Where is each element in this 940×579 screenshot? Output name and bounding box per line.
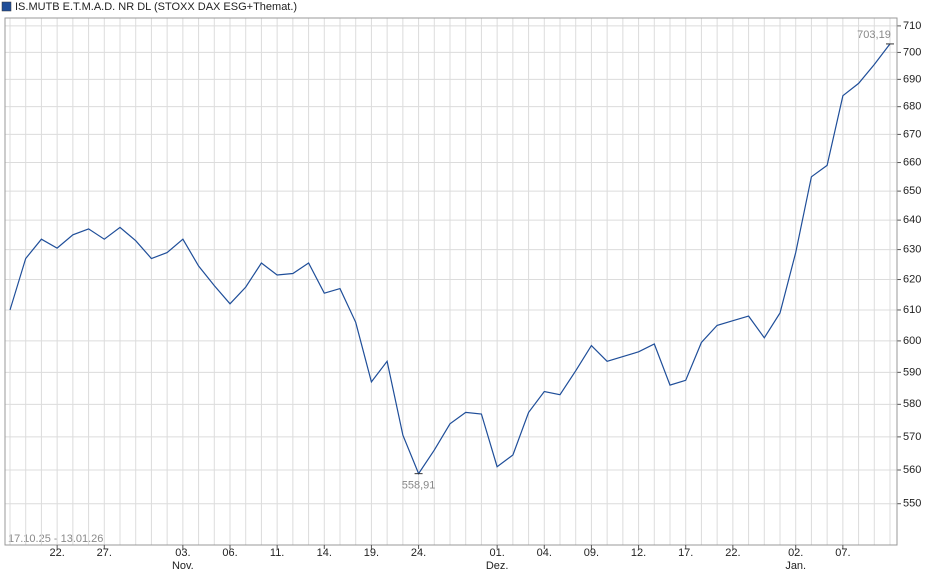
x-tick-label: 19. xyxy=(364,547,379,559)
y-tick-label: 700 xyxy=(903,46,921,58)
y-tick-label: 550 xyxy=(903,498,921,510)
x-tick-label: 22. xyxy=(725,547,740,559)
x-tick-label: 24. xyxy=(411,547,426,559)
x-tick-label: 12. xyxy=(631,547,646,559)
legend-swatch xyxy=(1,1,12,12)
y-tick-label: 600 xyxy=(903,335,921,347)
y-tick-label: 660 xyxy=(903,156,921,168)
x-tick-label: 17. xyxy=(678,547,693,559)
x-tick-label: 02. xyxy=(788,547,803,559)
y-tick-label: 710 xyxy=(903,20,921,32)
y-tick-label: 650 xyxy=(903,185,921,197)
value-label: 558,91 xyxy=(402,480,436,492)
x-tick-label: 09. xyxy=(584,547,599,559)
y-tick-label: 670 xyxy=(903,128,921,140)
price-line xyxy=(9,43,891,475)
x-month-label: Jan. xyxy=(785,560,806,572)
x-month-label: Nov. xyxy=(172,560,194,572)
y-tick-label: 570 xyxy=(903,431,921,443)
x-tick-label: 07. xyxy=(835,547,850,559)
y-tick-label: 630 xyxy=(903,244,921,256)
y-tick-label: 640 xyxy=(903,214,921,226)
y-tick-label: 620 xyxy=(903,273,921,285)
y-tick-label: 560 xyxy=(903,464,921,476)
y-tick-label: 610 xyxy=(903,304,921,316)
y-tick-label: 690 xyxy=(903,73,921,85)
x-tick-label: 03. xyxy=(175,547,190,559)
y-tick-label: 590 xyxy=(903,366,921,378)
x-tick-label: 22. xyxy=(49,547,64,559)
x-tick-label: 14. xyxy=(317,547,332,559)
x-tick-label: 27. xyxy=(97,547,112,559)
x-tick-label: 11. xyxy=(270,547,284,559)
period-label: 17.10.25 - 13.01.26 xyxy=(8,533,103,545)
chart-title: IS.MUTB E.T.M.A.D. NR DL (STOXX DAX ESG+… xyxy=(15,1,297,13)
x-month-label: Dez. xyxy=(486,560,509,572)
value-label: 703,19 xyxy=(857,29,891,41)
x-tick-label: 04. xyxy=(537,547,552,559)
y-tick-label: 580 xyxy=(903,398,921,410)
x-tick-label: 06. xyxy=(222,547,237,559)
y-tick-label: 680 xyxy=(903,101,921,113)
x-tick-label: 01. xyxy=(489,547,504,559)
plot-frame xyxy=(4,17,898,546)
